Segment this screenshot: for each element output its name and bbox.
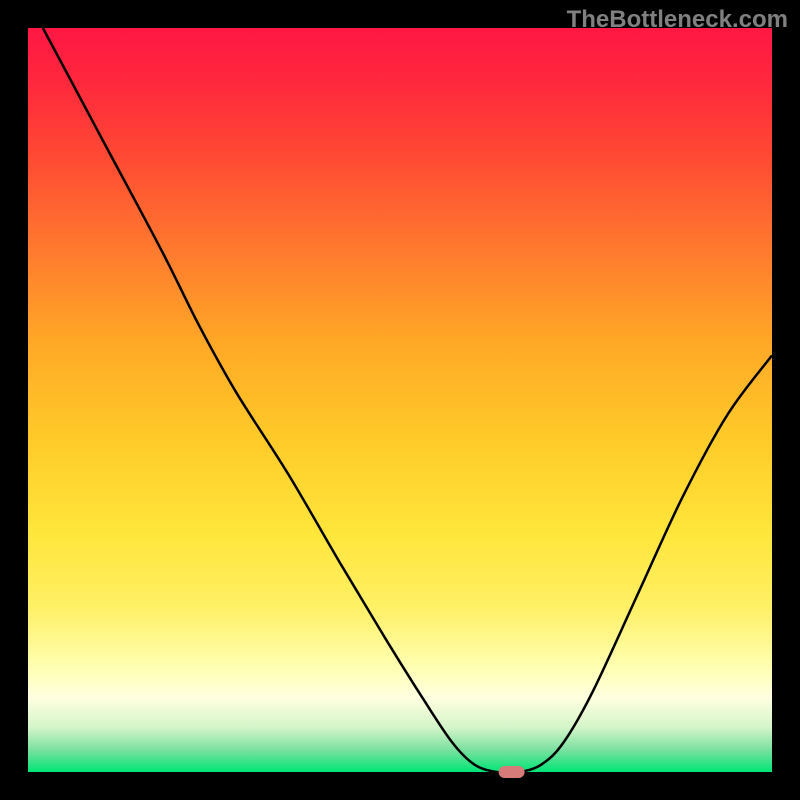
- watermark-text: TheBottleneck.com: [567, 6, 788, 34]
- bottleneck-chart: TheBottleneck.com: [0, 0, 800, 800]
- optimal-marker: [499, 766, 525, 778]
- chart-svg: [0, 0, 800, 800]
